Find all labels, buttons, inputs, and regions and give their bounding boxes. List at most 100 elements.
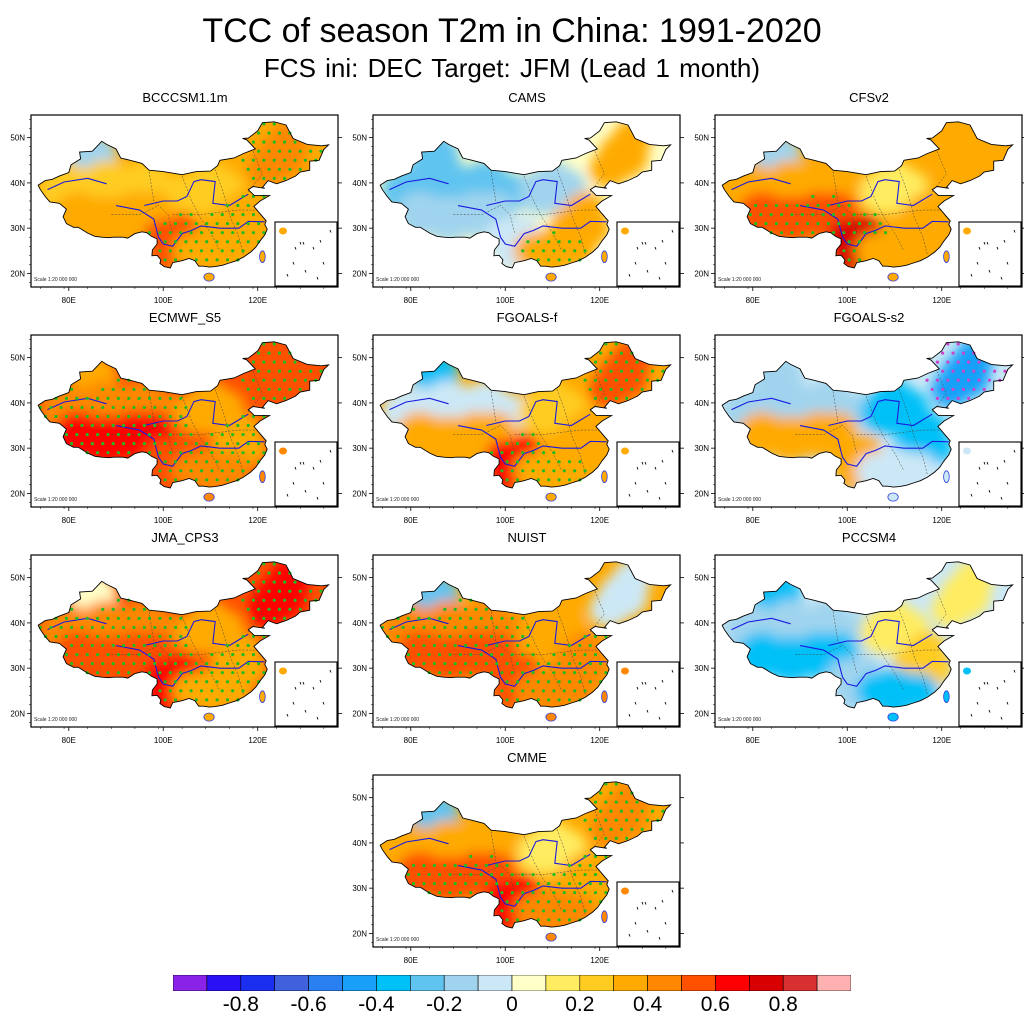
tcc-region-northeast xyxy=(931,371,971,408)
river-line xyxy=(828,399,933,427)
significance-marker-positive xyxy=(168,396,172,400)
significance-marker-positive xyxy=(241,451,245,455)
significance-marker-positive xyxy=(614,360,618,364)
significance-marker-positive xyxy=(210,231,214,235)
x-tick-label: 120E xyxy=(590,296,609,305)
significance-marker-positive xyxy=(298,607,302,611)
significance-marker-positive xyxy=(878,222,882,226)
significance-marker-positive xyxy=(609,387,613,391)
panel-title: JMA_CPS3 xyxy=(151,530,219,545)
significance-marker-positive xyxy=(619,369,624,373)
significance-marker-negative xyxy=(961,387,966,391)
province-boundary xyxy=(248,371,263,413)
significance-marker-positive xyxy=(495,643,499,648)
china-border xyxy=(379,121,672,269)
island xyxy=(203,712,215,722)
significance-marker-positive xyxy=(189,689,193,693)
significance-marker-positive xyxy=(432,882,436,886)
china-border xyxy=(37,561,330,709)
tcc-region-northeast xyxy=(589,591,629,628)
inset-island-dash xyxy=(316,716,319,720)
significance-marker-positive xyxy=(453,625,457,630)
significance-marker-positive xyxy=(463,625,468,630)
significance-marker-positive xyxy=(189,451,193,455)
significance-marker-positive xyxy=(298,167,302,171)
significance-marker-positive xyxy=(75,414,79,419)
significance-marker-negative xyxy=(956,342,960,346)
inset-island-dash xyxy=(636,686,639,690)
y-tick-label: 40N xyxy=(10,179,25,188)
significance-marker-positive xyxy=(75,652,79,657)
significance-marker-positive xyxy=(562,872,566,877)
significance-marker-positive xyxy=(573,469,577,473)
significance-marker-positive xyxy=(194,662,198,666)
y-tick-label: 40N xyxy=(10,399,25,408)
significance-marker-positive xyxy=(147,396,152,400)
significance-marker-positive xyxy=(80,442,84,446)
significance-marker-negative xyxy=(941,351,945,355)
significance-marker-positive xyxy=(179,634,183,639)
significance-marker-positive xyxy=(552,872,556,877)
significance-marker-positive xyxy=(831,212,836,217)
significance-marker-positive xyxy=(469,616,473,620)
tcc-region-south xyxy=(855,452,896,488)
y-tick-label: 50N xyxy=(694,354,709,363)
significance-marker-positive xyxy=(557,900,561,904)
significance-marker-positive xyxy=(640,809,644,813)
tcc-region-northwest xyxy=(765,600,816,646)
significance-marker-positive xyxy=(298,369,302,373)
significance-marker-positive xyxy=(95,396,100,400)
significance-marker-positive xyxy=(231,652,235,657)
significance-marker-positive xyxy=(432,625,436,630)
map-plot: Scale 1:20 000 000 20N 30N 40N 50N 80E 100E 120… xyxy=(352,334,684,525)
colorbar-box xyxy=(816,975,851,991)
significance-marker-positive xyxy=(406,616,411,620)
significance-marker-positive xyxy=(70,387,74,391)
inset-island-dash xyxy=(299,461,302,465)
significance-marker-positive xyxy=(453,607,457,611)
significance-marker-positive xyxy=(251,432,256,437)
inset-island-dash xyxy=(628,493,631,497)
china-border xyxy=(37,121,330,269)
significance-marker-positive xyxy=(448,872,452,877)
significance-marker-positive xyxy=(531,249,535,253)
significance-marker-positive xyxy=(609,827,613,831)
tcc-region-south xyxy=(855,232,896,268)
colorbar-tick-label: 0.4 xyxy=(632,993,663,1016)
significance-marker-positive xyxy=(515,918,520,922)
significance-marker-positive xyxy=(80,625,84,630)
significance-marker-positive xyxy=(422,643,426,648)
inset-island-dash xyxy=(636,906,639,910)
significance-marker-positive xyxy=(510,451,514,455)
significance-marker-positive xyxy=(588,680,592,684)
significance-marker-positive xyxy=(831,231,836,235)
significance-marker-positive xyxy=(246,240,250,244)
inset-island-dash xyxy=(970,493,973,497)
significance-marker-positive xyxy=(505,643,509,648)
island xyxy=(943,690,950,703)
significance-marker-positive xyxy=(111,423,115,428)
river-line xyxy=(389,177,449,191)
significance-marker-positive xyxy=(116,432,120,437)
significance-marker-positive xyxy=(262,580,266,584)
river-line xyxy=(486,619,591,647)
significance-marker-positive xyxy=(121,607,126,611)
significance-marker-positive xyxy=(661,809,665,813)
significance-marker-positive xyxy=(448,891,452,895)
significance-marker-positive xyxy=(236,222,240,226)
significance-marker-positive xyxy=(526,625,530,630)
significance-marker-positive xyxy=(106,451,110,455)
significance-marker-negative xyxy=(967,378,971,382)
significance-marker-positive xyxy=(184,240,188,244)
significance-marker-positive xyxy=(599,809,603,813)
significance-marker-negative xyxy=(946,360,950,364)
significance-marker-positive xyxy=(173,680,178,684)
significance-marker-positive xyxy=(225,460,230,464)
china-border xyxy=(379,341,672,489)
significance-marker-positive xyxy=(262,360,266,364)
y-tick-label: 20N xyxy=(10,489,25,498)
significance-marker-positive xyxy=(173,478,178,482)
inset-island-dash xyxy=(329,669,332,673)
significance-marker-negative xyxy=(946,396,950,400)
significance-marker-positive xyxy=(137,616,141,620)
